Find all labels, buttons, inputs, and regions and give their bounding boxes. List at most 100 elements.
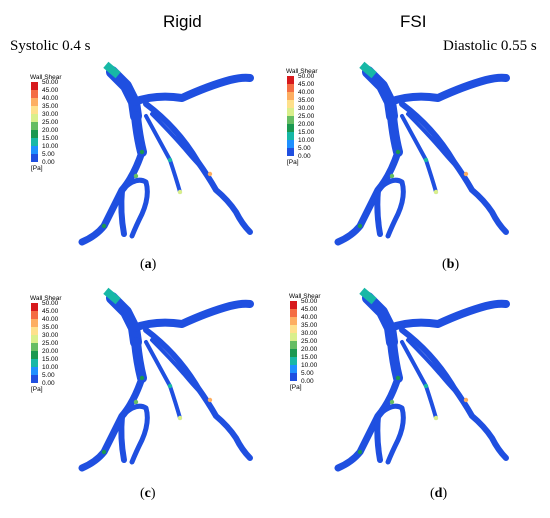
wss-hotspot (133, 173, 139, 179)
wss-hotspot (395, 149, 401, 155)
legend-tick-label: 35.00 (42, 103, 59, 110)
legend-tick-label: 45.00 (298, 81, 315, 88)
note-systolic: Systolic 0.4 s (10, 38, 91, 54)
color-bar-segment (31, 122, 38, 130)
wss-hotspot (433, 189, 439, 195)
legend-tick-label: 40.00 (298, 89, 315, 96)
color-bar-segment (287, 84, 294, 92)
color-bar-segment (31, 130, 38, 138)
color-bar-segment (31, 351, 38, 359)
legend-tick-label: 0.00 (42, 159, 55, 166)
wss-hotspot (357, 449, 363, 455)
legend-unit: [Pa] (290, 384, 302, 391)
legend-tick-label: 5.00 (42, 372, 55, 379)
color-bar-segment (31, 367, 38, 375)
legend-tick-label: 0.00 (301, 378, 314, 385)
legend-tick-label: 50.00 (301, 298, 318, 305)
legend-unit: [Pa] (31, 386, 43, 393)
wss-hotspot (167, 383, 173, 389)
color-bar-segment (287, 124, 294, 132)
left-main-segment (106, 66, 142, 122)
legend-tick-label: 30.00 (42, 111, 59, 118)
lad-lower-segment (78, 374, 146, 472)
left-main-segment (362, 292, 398, 348)
wss-hotspot (423, 383, 429, 389)
color-bar-segment (31, 146, 38, 154)
color-bar-segment (31, 359, 38, 367)
circumflex-segment (386, 299, 510, 332)
vessel-tree-b (334, 61, 510, 246)
legend-tick-label: 40.00 (42, 316, 59, 323)
wss-hotspot (167, 157, 173, 163)
legend-tick-label: 40.00 (301, 314, 318, 321)
color-bar-segment (290, 349, 297, 357)
color-bar-segment (287, 148, 294, 156)
color-bar-segment (31, 319, 38, 327)
header-rigid: Rigid (163, 12, 202, 31)
caption-d: (d) (430, 486, 448, 501)
color-bar-segment (290, 325, 297, 333)
small-branch (406, 338, 458, 394)
caption-a: (a) (140, 257, 157, 272)
color-bar-segment (31, 375, 38, 383)
legend-tick-label: 20.00 (301, 346, 318, 353)
wss-hotspot (207, 171, 213, 177)
legend-tick-label: 35.00 (42, 324, 59, 331)
wss-hotspot (133, 399, 139, 405)
legend-tick-label: 30.00 (301, 330, 318, 337)
wss-hotspot (463, 171, 469, 177)
lad-upper-segment (387, 337, 403, 383)
diagonal-branch (374, 187, 383, 237)
color-bar-segment (287, 108, 294, 116)
legend-tick-label: 25.00 (42, 340, 59, 347)
legend-tick-label: 5.00 (298, 145, 311, 152)
lad-upper-segment (131, 337, 147, 383)
color-bar-segment (290, 365, 297, 373)
legend-tick-label: 25.00 (42, 119, 59, 126)
legend-tick-label: 50.00 (298, 73, 315, 80)
lad-lower-segment (334, 148, 402, 246)
diagonal-loop (119, 403, 150, 465)
color-bar-segment (31, 303, 38, 311)
color-bar (287, 76, 294, 156)
legend-tick-label: 35.00 (301, 322, 318, 329)
lad-lower-segment (334, 374, 402, 472)
legend-tick-label: 25.00 (298, 113, 315, 120)
legend-tick-label: 30.00 (42, 332, 59, 339)
header-fsi: FSI (400, 12, 427, 31)
color-bar (31, 82, 38, 162)
wss-hotspot (177, 415, 183, 421)
left-main-segment (106, 292, 142, 348)
color-bar-segment (290, 341, 297, 349)
legend-tick-label: 35.00 (298, 97, 315, 104)
vessel-tree-c (78, 287, 254, 472)
obtuse-marginal-branch (399, 327, 509, 461)
wss-hotspot (389, 399, 395, 405)
color-bar-segment (290, 309, 297, 317)
legend-tick-label: 45.00 (42, 87, 59, 94)
small-branch (150, 338, 202, 394)
caption-c: (c) (140, 486, 156, 501)
color-bar-segment (31, 98, 38, 106)
color-bar-segment (31, 311, 38, 319)
legend-tick-label: 50.00 (42, 79, 59, 86)
wss-hotspot (139, 149, 145, 155)
legend-tick-label: 5.00 (42, 151, 55, 158)
inlet-cap (359, 61, 377, 79)
legend-tick-label: 20.00 (298, 121, 315, 128)
circumflex-segment (386, 73, 510, 106)
legend-tick-label: 25.00 (301, 338, 318, 345)
legend-tick-label: 40.00 (42, 95, 59, 102)
legend-tick-label: 0.00 (298, 153, 311, 160)
vessel-tree-a (78, 61, 254, 246)
wss-hotspot (357, 223, 363, 229)
color-bar-segment (287, 100, 294, 108)
wss-hotspot (433, 415, 439, 421)
diagonal-branch (118, 413, 127, 463)
color-bar-segment (31, 327, 38, 335)
circumflex-segment (130, 299, 254, 332)
caption-b: (b) (442, 257, 460, 272)
color-bar-segment (290, 373, 297, 381)
legend-title: Wall Shear (30, 295, 62, 302)
